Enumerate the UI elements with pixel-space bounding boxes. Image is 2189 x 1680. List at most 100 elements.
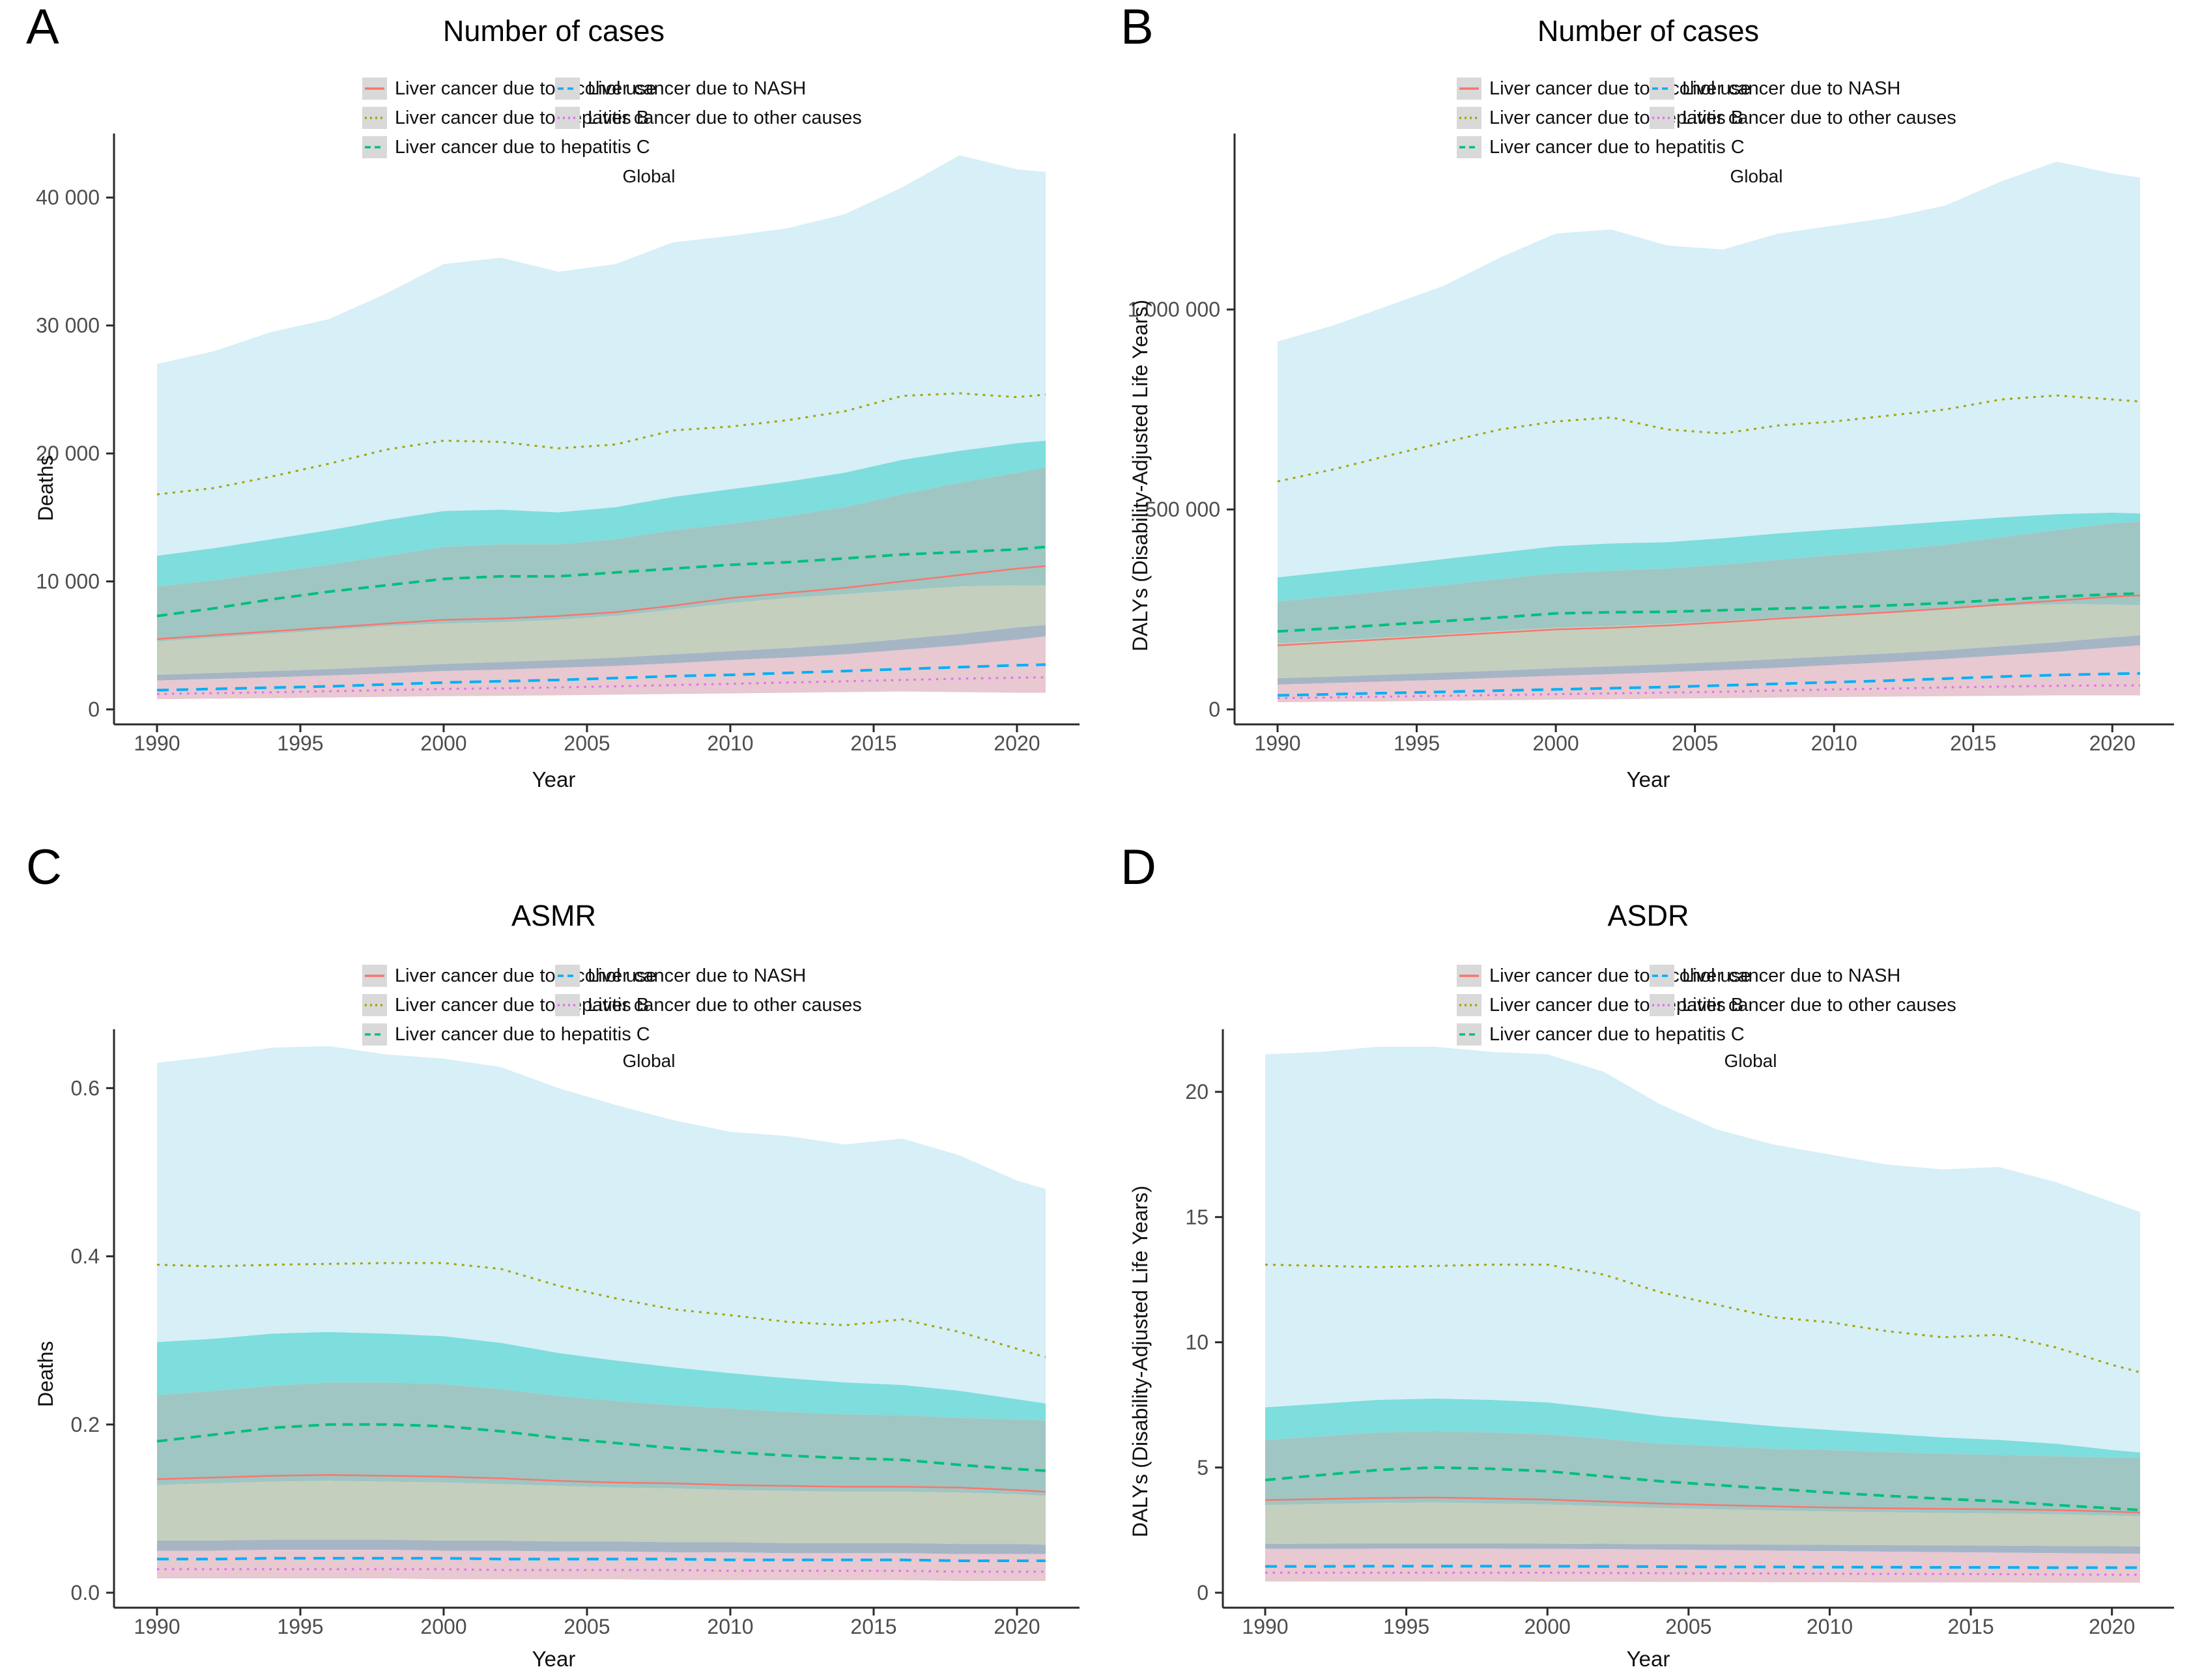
y-axis-label-a: Deaths bbox=[34, 455, 57, 521]
legend-line-sample bbox=[558, 975, 577, 977]
legend-line-sample bbox=[1652, 117, 1672, 119]
legend-label: Liver cancer due to hepatitis B bbox=[1489, 994, 1744, 1016]
y-tick-label: 0.4 bbox=[71, 1245, 100, 1268]
series-lines bbox=[1265, 1263, 2141, 1576]
legend-item: Liver cancer due to alcohol use bbox=[362, 964, 656, 988]
facet-label: Global bbox=[1730, 166, 1783, 186]
legend-label: Liver cancer due to other causes bbox=[588, 107, 862, 128]
x-axis-label-c: Year bbox=[532, 1647, 576, 1671]
series-line bbox=[157, 1557, 1046, 1562]
legend-key-swatch bbox=[362, 107, 387, 129]
series-line bbox=[156, 392, 1046, 496]
series-line bbox=[1265, 1571, 2140, 1576]
x-tick-label: 1995 bbox=[1394, 732, 1440, 755]
legend-item: Liver cancer due to NASH bbox=[555, 77, 806, 100]
axes: 1990 1995 2000 2005 2010 2015 2020 0 10 000 20 00… bbox=[36, 134, 1080, 755]
y-axis-label-b: DALYs (Disability-Adjusted Life Years) bbox=[1128, 299, 1152, 651]
x-tick-label: 2010 bbox=[707, 1615, 753, 1638]
legend-item: Liver cancer due to hepatitis B bbox=[1457, 993, 1743, 1017]
y-tick-label: 5 bbox=[1197, 1456, 1209, 1479]
y-tick-label: 20 000 bbox=[36, 442, 100, 465]
ci-band bbox=[1278, 645, 2140, 702]
legend-label: Liver cancer due to other causes bbox=[588, 994, 862, 1016]
legend-item: Liver cancer due to hepatitis C bbox=[1457, 1023, 1745, 1046]
ci-band bbox=[1265, 1543, 2140, 1554]
ci-band bbox=[157, 1331, 1046, 1421]
ci-band bbox=[1265, 1502, 2140, 1546]
legend-line-sample bbox=[365, 975, 384, 977]
y-tick-label: 20 bbox=[1185, 1080, 1209, 1103]
x-axis-label-a: Year bbox=[532, 767, 576, 791]
legend-line-sample bbox=[558, 87, 577, 90]
ci-band bbox=[157, 155, 1046, 556]
ci-band bbox=[157, 1550, 1046, 1581]
facet-label: Global bbox=[623, 1051, 676, 1071]
x-axis-label-b: Year bbox=[1626, 767, 1670, 791]
y-axis-label-c: Deaths bbox=[34, 1341, 57, 1407]
series-line bbox=[1277, 684, 2140, 700]
legend-key-swatch bbox=[362, 136, 387, 158]
legend-label: Liver cancer due to NASH bbox=[588, 78, 807, 99]
series-line bbox=[1265, 1466, 2141, 1512]
ci-band bbox=[1278, 604, 2140, 679]
panel-letter-b: B bbox=[1121, 0, 1154, 55]
legend-item: Liver cancer due to hepatitis C bbox=[1457, 135, 1745, 159]
y-tick-label: 0.6 bbox=[71, 1076, 100, 1100]
legend-key-swatch bbox=[362, 78, 387, 100]
legend-label: Liver cancer due to hepatitis B bbox=[1489, 107, 1744, 128]
series-line bbox=[1265, 1496, 2141, 1514]
legend-item: Liver cancer due to NASH bbox=[1650, 964, 1900, 988]
x-tick-label: 2000 bbox=[420, 1615, 466, 1638]
panel-title-b: Number of cases bbox=[1537, 14, 1760, 48]
x-tick-label: 2015 bbox=[1947, 1615, 1994, 1638]
x-tick-label: 2000 bbox=[420, 732, 466, 755]
series-line bbox=[156, 1474, 1046, 1493]
x-tick-label: 2010 bbox=[1807, 1615, 1853, 1638]
series-line bbox=[1277, 594, 2141, 647]
y-tick-label: 15 bbox=[1185, 1205, 1209, 1229]
series-line bbox=[1277, 591, 2141, 633]
legend-line-sample bbox=[1459, 87, 1479, 90]
series-line bbox=[1277, 672, 2141, 697]
panel-letter-a: A bbox=[26, 0, 59, 55]
legend-key-swatch bbox=[362, 965, 387, 987]
legend-label: Liver cancer due to alcohol use bbox=[395, 965, 657, 986]
legend-line-sample bbox=[365, 1033, 384, 1036]
ci-band bbox=[157, 625, 1046, 681]
legend-item: Liver cancer due to NASH bbox=[555, 964, 806, 988]
panel-d: 1990 1995 2000 2005 2010 2015 2020 0 5 10 15 20 Glob… bbox=[1094, 840, 2189, 1680]
legend-key-swatch bbox=[1457, 1023, 1481, 1046]
axes: 1990 1995 2000 2005 2010 2015 2020 0 500 000 1 00… bbox=[1128, 134, 2174, 755]
legend-line-sample bbox=[1459, 1004, 1479, 1006]
x-tick-label: 2010 bbox=[1811, 732, 1857, 755]
series-line bbox=[156, 1423, 1046, 1472]
legend-item: Liver cancer due to other causes bbox=[555, 106, 862, 130]
legend-key-swatch bbox=[1457, 136, 1481, 158]
y-tick-label: 1 000 000 bbox=[1128, 298, 1220, 321]
x-tick-label: 2020 bbox=[2089, 732, 2136, 755]
legend-line-sample bbox=[1459, 1033, 1479, 1036]
x-tick-label: 1990 bbox=[1242, 1615, 1288, 1638]
legend-label: Liver cancer due to alcohol use bbox=[1489, 78, 1751, 99]
plot-area-c: 1990 1995 2000 2005 2010 2015 2020 0.0 0.2 0.4 0.6… bbox=[71, 1029, 1080, 1638]
x-tick-label: 2000 bbox=[1533, 732, 1579, 755]
y-tick-label: 30 000 bbox=[36, 314, 100, 337]
legend-line-sample bbox=[365, 87, 384, 90]
legend-line-sample bbox=[1459, 146, 1479, 149]
legend-line-sample bbox=[558, 1004, 577, 1006]
x-tick-label: 2020 bbox=[994, 1615, 1040, 1638]
legend-item: Liver cancer due to other causes bbox=[1650, 106, 1956, 130]
x-tick-label: 2000 bbox=[1524, 1615, 1571, 1638]
ci-ribbons bbox=[1265, 1046, 2140, 1583]
series-line bbox=[156, 565, 1046, 640]
legend-line-sample bbox=[1652, 1004, 1672, 1006]
ci-ribbons bbox=[157, 1046, 1046, 1581]
ci-band bbox=[1278, 521, 2140, 644]
x-tick-label: 1990 bbox=[134, 1615, 180, 1638]
y-tick-label: 0 bbox=[1197, 1581, 1209, 1604]
panel-letter-d: D bbox=[1121, 840, 1156, 895]
legend-line-sample bbox=[1459, 975, 1479, 977]
legend-key-swatch bbox=[1650, 107, 1674, 129]
legend-label: Liver cancer due to hepatitis B bbox=[395, 107, 650, 128]
